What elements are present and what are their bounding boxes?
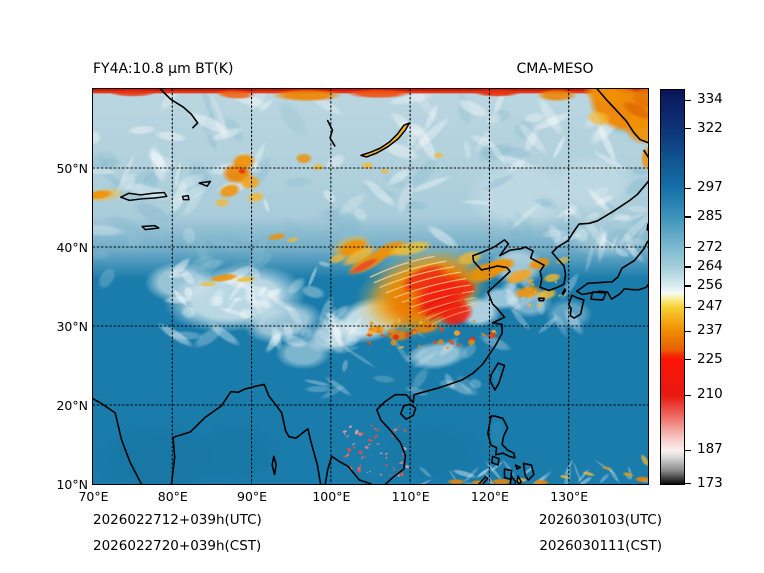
map-plot-frame: [92, 88, 649, 485]
x-tick-label: 90°E: [237, 489, 268, 504]
colorbar-tick-mark: [685, 483, 691, 485]
colorbar-tick-label: 297: [697, 179, 723, 196]
colorbar-tick-mark: [685, 216, 691, 218]
footer-init-time-utc: 2026022712+039h(UTC): [93, 512, 262, 528]
colorbar-tick-label: 237: [697, 322, 723, 339]
colorbar-tick-mark: [685, 449, 691, 451]
colorbar-tick-label: 187: [697, 441, 723, 458]
colorbar-tick-mark: [685, 394, 691, 397]
plot-title-left: FY4A:10.8 μm BT(K): [93, 61, 234, 77]
colorbar-tick-label: 247: [697, 298, 723, 315]
y-tick-label: 50°N: [56, 160, 88, 176]
x-tick-label: 100°E: [312, 489, 351, 504]
colorbar-tick-label: 173: [697, 474, 723, 491]
colorbar-tick-mark: [685, 359, 691, 361]
y-tick-label: 40°N: [56, 239, 88, 255]
colorbar-tick-mark: [685, 187, 691, 189]
colorbar-tick-label: 256: [697, 276, 723, 293]
footer-valid-time-cst: 2026030111(CST): [539, 538, 662, 554]
plot-title-right: CMA-MESO: [516, 61, 594, 77]
colorbar-tick-label: 272: [697, 238, 723, 255]
footer-init-time-cst: 2026022720+039h(CST): [93, 538, 262, 554]
x-tick-label: 130°E: [550, 489, 589, 504]
y-tick-label: 20°N: [56, 397, 88, 413]
colorbar-tick-label: 285: [697, 207, 723, 224]
colorbar-tick-mark: [685, 99, 691, 101]
x-tick-label: 120°E: [470, 489, 509, 504]
colorbar-tick-label: 210: [697, 386, 723, 403]
colorbar-gradient: [661, 90, 684, 484]
y-tick-label: 10°N: [56, 476, 88, 492]
y-tick-label: 30°N: [56, 318, 88, 334]
footer-valid-time-utc: 2026030103(UTC): [538, 512, 662, 528]
colorbar-tick-mark: [685, 247, 691, 249]
colorbar-tick-mark: [685, 128, 691, 130]
colorbar-tick-mark: [685, 285, 691, 287]
colorbar-tick-label: 264: [697, 257, 723, 274]
satellite-bt-map-canvas: [93, 89, 648, 484]
x-tick-label: 80°E: [157, 489, 188, 504]
colorbar-tick-mark: [685, 306, 691, 309]
colorbar-tick-label: 225: [697, 350, 723, 367]
x-tick-label: 110°E: [391, 489, 430, 504]
colorbar-tick-mark: [685, 266, 691, 268]
colorbar-tick-label: 322: [697, 119, 723, 136]
x-tick-label: 70°E: [78, 489, 109, 504]
colorbar-tick-label: 334: [697, 91, 723, 108]
colorbar-tick-mark: [685, 330, 691, 332]
colorbar: [660, 89, 685, 485]
